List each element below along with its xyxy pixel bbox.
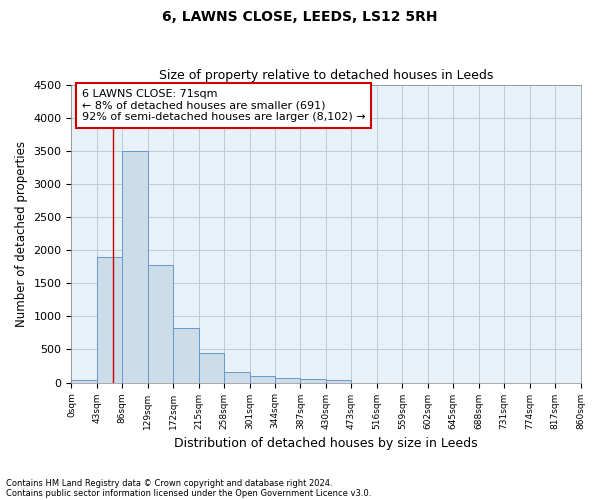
- Text: 6, LAWNS CLOSE, LEEDS, LS12 5RH: 6, LAWNS CLOSE, LEEDS, LS12 5RH: [162, 10, 438, 24]
- Text: Contains HM Land Registry data © Crown copyright and database right 2024.: Contains HM Land Registry data © Crown c…: [6, 478, 332, 488]
- Bar: [148, 266, 173, 382]
- Title: Size of property relative to detached houses in Leeds: Size of property relative to detached ho…: [159, 69, 493, 82]
- Bar: [97, 256, 122, 382]
- Bar: [122, 151, 148, 382]
- X-axis label: Distribution of detached houses by size in Leeds: Distribution of detached houses by size …: [174, 437, 478, 450]
- Bar: [301, 379, 326, 382]
- Bar: [71, 380, 97, 382]
- Text: 6 LAWNS CLOSE: 71sqm
← 8% of detached houses are smaller (691)
92% of semi-detac: 6 LAWNS CLOSE: 71sqm ← 8% of detached ho…: [82, 89, 365, 122]
- Text: Contains public sector information licensed under the Open Government Licence v3: Contains public sector information licen…: [6, 488, 371, 498]
- Bar: [199, 353, 224, 382]
- Bar: [326, 380, 352, 382]
- Bar: [275, 378, 301, 382]
- Bar: [224, 372, 250, 382]
- Bar: [250, 376, 275, 382]
- Y-axis label: Number of detached properties: Number of detached properties: [15, 140, 28, 326]
- Bar: [173, 328, 199, 382]
